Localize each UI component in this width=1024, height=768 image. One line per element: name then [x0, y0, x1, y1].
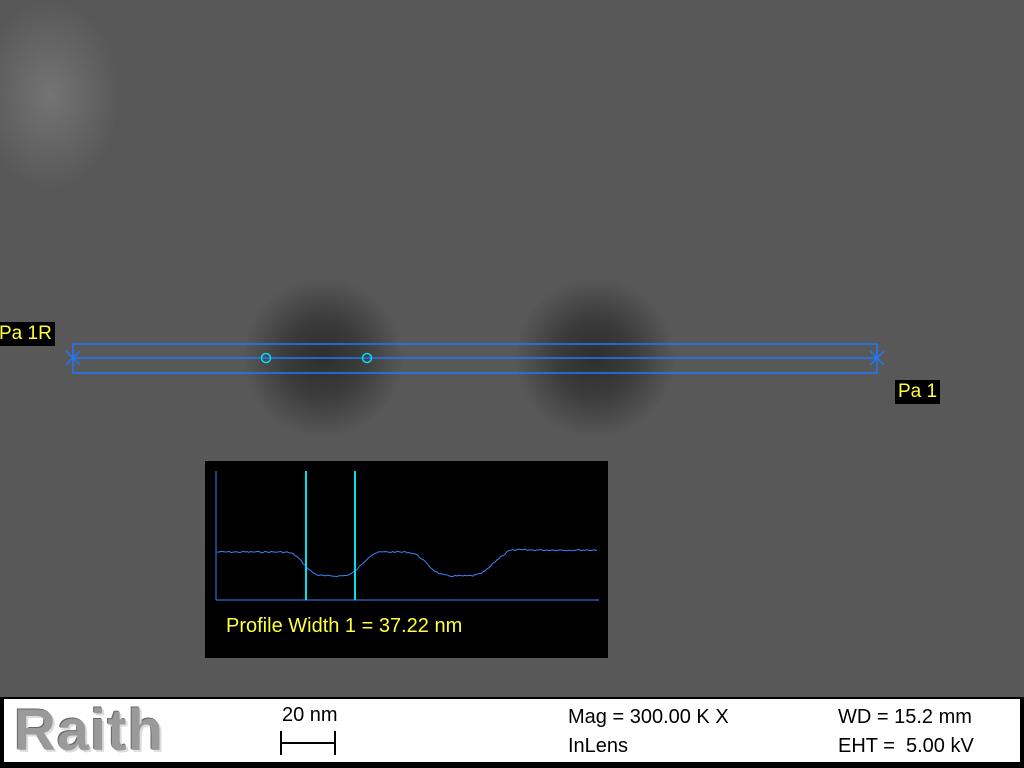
- left-endpoint-handle[interactable]: [65, 350, 81, 366]
- eht-readout: EHT = 5.00 kV: [838, 735, 974, 757]
- magnification-readout: Mag = 300.00 K X: [568, 706, 729, 728]
- info-bar-panel: Raith 20 nm Mag = 300.00 K X InLens WD =…: [4, 699, 1020, 762]
- profile-plot: [215, 471, 599, 601]
- right-endpoint-handle[interactable]: [869, 350, 885, 366]
- info-bar: Raith 20 nm Mag = 300.00 K X InLens WD =…: [0, 697, 1024, 768]
- right-marker-label: Pa 1: [895, 380, 941, 404]
- profile-trace: [216, 548, 598, 578]
- profile-width-readout: Profile Width 1 = 37.22 nm: [226, 615, 463, 637]
- scale-bar-label: 20 nm: [282, 704, 338, 726]
- left-marker-label: Pa 1R: [0, 322, 55, 346]
- detector-readout: InLens: [568, 735, 629, 757]
- scale-bar: [280, 731, 336, 755]
- measurement-overlay: [65, 343, 885, 374]
- line-profile-panel: Profile Width 1 = 37.22 nm: [205, 461, 608, 658]
- cursor-marker-1[interactable]: [260, 352, 272, 364]
- sem-image[interactable]: Pa 1R Pa 1 Profile Width 1 = 37.22 nm: [0, 0, 1024, 697]
- cursor-marker-2[interactable]: [361, 352, 373, 364]
- working-distance-readout: WD = 15.2 mm: [838, 706, 972, 728]
- raith-logo: Raith: [14, 698, 164, 763]
